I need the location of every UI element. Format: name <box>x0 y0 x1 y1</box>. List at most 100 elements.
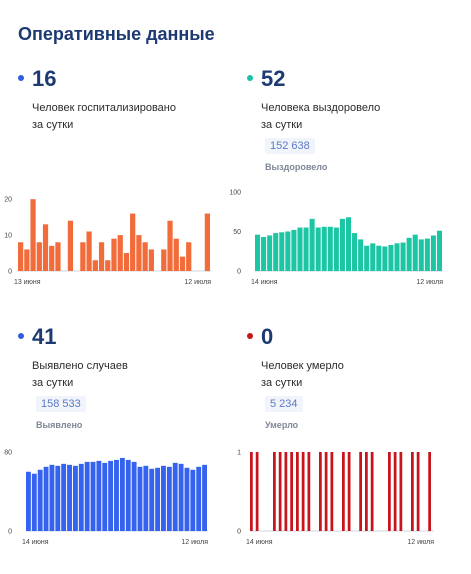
bar[interactable] <box>196 466 202 531</box>
bar[interactable] <box>114 459 119 531</box>
bar[interactable] <box>365 452 368 531</box>
bar[interactable] <box>347 452 351 531</box>
bar[interactable] <box>67 220 74 271</box>
bar[interactable] <box>155 467 161 531</box>
bar[interactable] <box>49 464 55 531</box>
bar[interactable] <box>98 242 105 271</box>
bar[interactable] <box>370 243 376 271</box>
bar[interactable] <box>149 468 155 531</box>
bar[interactable] <box>250 452 253 531</box>
bar[interactable] <box>342 452 345 531</box>
bar[interactable] <box>190 469 196 531</box>
bar[interactable] <box>24 249 30 271</box>
bar[interactable] <box>301 452 305 531</box>
bar[interactable] <box>166 466 172 531</box>
bar[interactable] <box>424 238 430 271</box>
bar[interactable] <box>61 463 67 531</box>
bar[interactable] <box>105 260 111 271</box>
bar[interactable] <box>370 452 374 531</box>
bar[interactable] <box>255 452 259 531</box>
bar[interactable] <box>86 231 92 272</box>
bar[interactable] <box>303 227 309 271</box>
bar[interactable] <box>315 227 321 271</box>
bar[interactable] <box>352 233 358 271</box>
bar[interactable] <box>172 462 178 531</box>
bar[interactable] <box>161 249 167 271</box>
bar[interactable] <box>261 237 267 271</box>
bar[interactable] <box>142 242 148 271</box>
bar[interactable] <box>399 452 403 531</box>
bar[interactable] <box>148 249 154 271</box>
bar[interactable] <box>307 452 311 531</box>
bar[interactable] <box>123 253 130 271</box>
bar[interactable] <box>26 471 31 531</box>
bar[interactable] <box>67 464 72 531</box>
bar[interactable] <box>284 452 288 531</box>
bar[interactable] <box>345 217 352 271</box>
bar[interactable] <box>339 218 345 271</box>
bar[interactable] <box>186 242 192 271</box>
bar[interactable] <box>136 235 142 271</box>
bar[interactable] <box>428 452 431 531</box>
bar[interactable] <box>290 452 293 531</box>
bar[interactable] <box>297 227 303 271</box>
bar[interactable] <box>393 452 397 531</box>
bar[interactable] <box>321 226 327 271</box>
bar[interactable] <box>43 466 49 531</box>
bar[interactable] <box>55 465 61 531</box>
bar[interactable] <box>143 465 149 531</box>
bar[interactable] <box>406 237 412 271</box>
bar[interactable] <box>179 256 186 271</box>
bar[interactable] <box>130 213 136 271</box>
bar[interactable] <box>96 460 102 531</box>
bar[interactable] <box>36 242 42 271</box>
bar[interactable] <box>436 230 442 271</box>
bar[interactable] <box>204 213 210 271</box>
bar[interactable] <box>202 464 207 531</box>
bar[interactable] <box>319 452 322 531</box>
bar[interactable] <box>161 465 166 531</box>
bar[interactable] <box>30 199 36 271</box>
bar[interactable] <box>382 246 388 271</box>
bar[interactable] <box>84 461 90 532</box>
bar[interactable] <box>416 452 420 531</box>
bar[interactable] <box>18 242 24 271</box>
bar[interactable] <box>359 452 362 531</box>
bar[interactable] <box>327 226 333 271</box>
bar[interactable] <box>309 218 315 271</box>
bar[interactable] <box>358 239 364 271</box>
bar[interactable] <box>108 460 114 531</box>
bar[interactable] <box>376 245 382 271</box>
bar[interactable] <box>255 234 261 271</box>
bar[interactable] <box>31 473 37 531</box>
bar[interactable] <box>178 463 184 531</box>
bar[interactable] <box>92 260 98 271</box>
bar[interactable] <box>80 242 86 271</box>
bar[interactable] <box>49 245 55 271</box>
bar[interactable] <box>131 461 137 532</box>
bar[interactable] <box>173 238 179 271</box>
bar[interactable] <box>117 235 123 271</box>
bar[interactable] <box>296 452 299 531</box>
bar[interactable] <box>37 469 43 531</box>
bar[interactable] <box>102 462 108 531</box>
bar[interactable] <box>267 235 273 271</box>
bar[interactable] <box>119 457 125 531</box>
bar[interactable] <box>285 231 291 272</box>
bar[interactable] <box>273 452 276 531</box>
bar[interactable] <box>430 235 436 271</box>
bar[interactable] <box>55 242 61 271</box>
bar[interactable] <box>72 465 78 531</box>
bar[interactable] <box>137 466 143 531</box>
bar[interactable] <box>418 239 424 271</box>
bar[interactable] <box>273 233 279 271</box>
bar[interactable] <box>111 238 117 271</box>
bar[interactable] <box>78 463 84 531</box>
bar[interactable] <box>90 461 96 532</box>
bar[interactable] <box>412 234 418 271</box>
bar[interactable] <box>388 452 391 531</box>
bar[interactable] <box>330 452 334 531</box>
bar[interactable] <box>364 245 370 271</box>
bar[interactable] <box>184 467 190 531</box>
bar[interactable] <box>394 243 400 271</box>
